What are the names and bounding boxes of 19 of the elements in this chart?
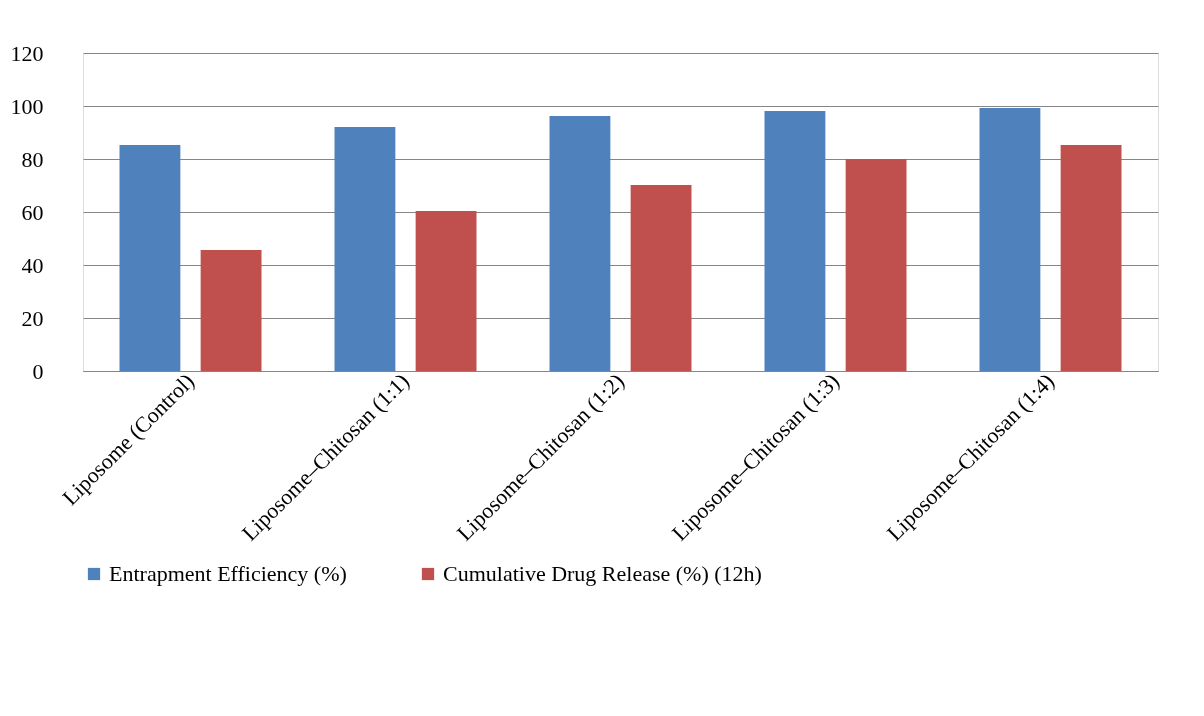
y-tick-label: 0 bbox=[32, 358, 44, 384]
y-tick-label: 60 bbox=[21, 199, 44, 225]
bar bbox=[1060, 144, 1122, 371]
y-tick-label: 80 bbox=[21, 146, 44, 172]
y-tick-label: 40 bbox=[21, 252, 44, 278]
bar bbox=[200, 249, 262, 371]
bar bbox=[334, 126, 396, 371]
bar bbox=[845, 159, 907, 371]
y-tick-label: 20 bbox=[21, 305, 44, 331]
bar bbox=[119, 144, 181, 371]
legend-label: Cumulative Drug Release (%) (12h) bbox=[443, 561, 762, 586]
y-tick-label: 120 bbox=[10, 40, 44, 66]
y-tick-label: 100 bbox=[10, 93, 44, 119]
bar bbox=[415, 210, 477, 371]
legend-label: Entrapment Efficiency (%) bbox=[109, 561, 347, 586]
bar bbox=[764, 111, 826, 371]
bar bbox=[979, 108, 1041, 371]
bar bbox=[549, 116, 611, 371]
bar bbox=[630, 184, 692, 371]
